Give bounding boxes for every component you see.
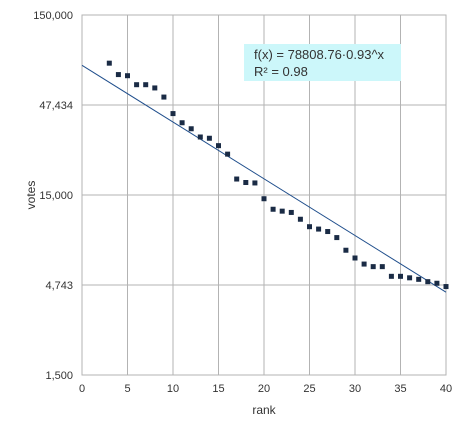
data-point bbox=[343, 247, 349, 253]
x-tick-label: 40 bbox=[440, 383, 452, 395]
plot-area bbox=[81, 14, 447, 376]
data-point bbox=[134, 82, 140, 88]
data-point bbox=[416, 276, 422, 282]
trendline bbox=[81, 64, 447, 293]
data-point bbox=[206, 135, 212, 141]
data-point bbox=[334, 235, 340, 241]
data-point bbox=[279, 208, 285, 214]
data-point bbox=[407, 275, 413, 281]
x-tick-label: 35 bbox=[394, 383, 406, 395]
data-point bbox=[352, 255, 358, 261]
data-point bbox=[261, 196, 267, 202]
data-point bbox=[379, 264, 385, 270]
y-tick-label: 4,743 bbox=[45, 280, 73, 292]
x-axis-ticks: 0 5 10 15 20 25 30 35 40 bbox=[79, 383, 452, 395]
data-point bbox=[188, 126, 194, 132]
data-point bbox=[316, 226, 322, 232]
data-point bbox=[398, 273, 403, 279]
x-tick-label: 10 bbox=[167, 383, 179, 395]
data-point bbox=[225, 151, 231, 157]
data-point bbox=[152, 85, 158, 91]
x-tick-label: 30 bbox=[349, 383, 361, 395]
x-tick-label: 20 bbox=[258, 383, 270, 395]
y-tick-label: 47,434 bbox=[39, 100, 73, 112]
data-point bbox=[443, 284, 449, 290]
y-axis-ticks: 150,000 47,434 15,000 4,743 1,500 bbox=[33, 10, 73, 382]
r-squared-label: R² = 0.98 bbox=[254, 64, 308, 79]
data-point bbox=[143, 82, 149, 88]
equation-box-background bbox=[244, 44, 401, 81]
data-point bbox=[197, 134, 203, 140]
data-point bbox=[288, 209, 294, 215]
scatter-points bbox=[106, 60, 449, 290]
trendline-equation-box: f(x) = 78808.76·0.93^x R² = 0.98 bbox=[244, 44, 401, 81]
x-axis-title: rank bbox=[252, 403, 276, 417]
data-point bbox=[425, 279, 431, 285]
data-point bbox=[270, 206, 276, 212]
data-point bbox=[361, 261, 367, 267]
data-point bbox=[179, 120, 185, 126]
data-point bbox=[115, 72, 121, 78]
data-point bbox=[243, 180, 249, 186]
y-axis-title: votes bbox=[24, 181, 38, 210]
data-point bbox=[388, 273, 394, 279]
data-point bbox=[125, 73, 130, 79]
data-point bbox=[307, 224, 312, 230]
y-tick-label: 15,000 bbox=[39, 190, 73, 202]
data-point bbox=[161, 94, 167, 100]
x-tick-label: 15 bbox=[212, 383, 224, 395]
data-point bbox=[434, 280, 440, 286]
y-tick-label: 1,500 bbox=[45, 370, 73, 382]
data-point bbox=[170, 111, 176, 117]
x-tick-label: 0 bbox=[79, 383, 85, 395]
x-tick-label: 25 bbox=[303, 383, 315, 395]
data-point bbox=[297, 216, 303, 222]
data-point bbox=[370, 264, 376, 270]
data-point bbox=[216, 143, 221, 149]
x-tick-label: 5 bbox=[124, 383, 130, 395]
data-point bbox=[234, 176, 240, 182]
y-tick-label: 150,000 bbox=[33, 10, 73, 22]
equation-label: f(x) = 78808.76·0.93^x bbox=[254, 47, 385, 62]
data-point bbox=[106, 60, 112, 66]
data-point bbox=[325, 229, 331, 235]
data-point bbox=[252, 180, 258, 186]
